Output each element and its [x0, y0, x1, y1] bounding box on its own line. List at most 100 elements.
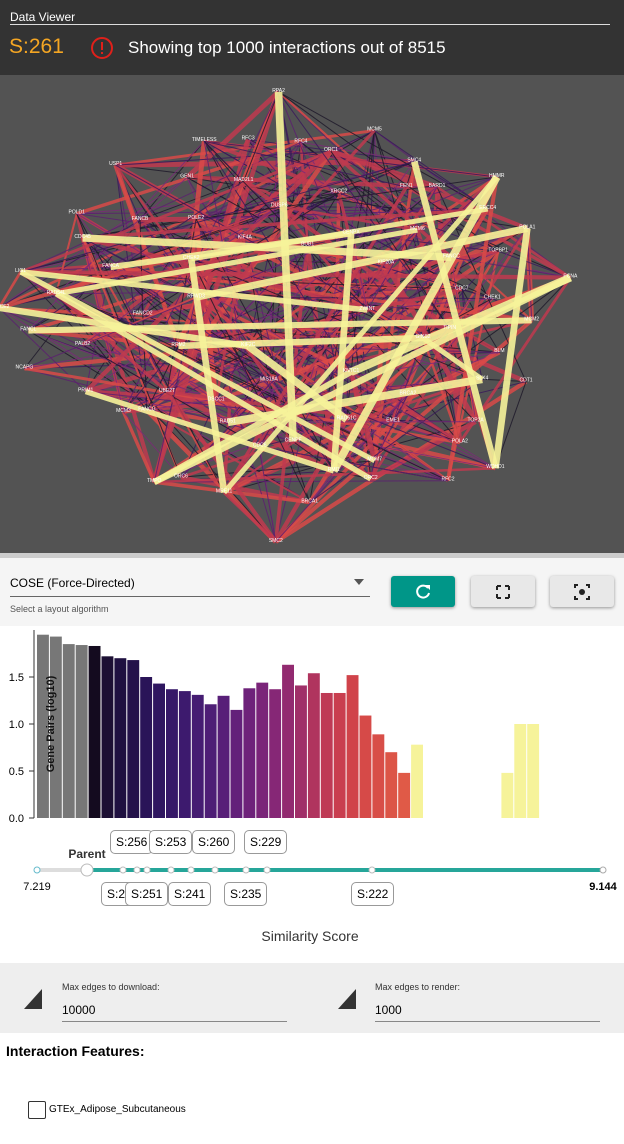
edge: [274, 318, 534, 544]
slider-dot: [143, 866, 151, 874]
slider-max: 9.144: [589, 881, 617, 893]
edge: [330, 233, 355, 472]
node-label: RAD54L: [47, 290, 66, 296]
center-button[interactable]: [550, 576, 614, 607]
bar: [307, 673, 320, 818]
edge: [178, 334, 424, 350]
fit-icon: [496, 585, 510, 599]
node-label: KIF20A: [378, 260, 395, 266]
refresh-button[interactable]: [391, 576, 455, 607]
node-label: FANCG: [138, 406, 155, 412]
node-label: FANCC: [443, 253, 460, 259]
node-label: TMPO: [147, 478, 162, 484]
node-label: FANCB: [132, 216, 149, 222]
fit-button[interactable]: [471, 576, 535, 607]
node-label: KIF4A: [238, 235, 253, 241]
node-label: PALB2: [75, 341, 90, 347]
bar: [269, 689, 282, 818]
node-label: RPA2: [272, 88, 285, 94]
node-label: MCM7: [367, 457, 382, 463]
score-tag[interactable]: S:241: [168, 882, 212, 906]
node-label: FEN1: [400, 183, 413, 189]
edge: [110, 205, 280, 268]
controls: COSE (Force-Directed) Select a layout al…: [0, 558, 624, 626]
bar: [411, 744, 423, 818]
bar: [217, 695, 230, 818]
bar: [140, 677, 153, 818]
node-label: MCM5: [367, 127, 382, 133]
histogram: 0.0 0.5 1.0 1.5 Gene Pairs (log10) Similarity…: [9, 630, 618, 944]
score-tag[interactable]: S:256: [110, 830, 154, 854]
bar: [295, 685, 307, 818]
layout-select[interactable]: COSE (Force-Directed): [10, 576, 370, 597]
node-label: USP1: [109, 161, 122, 167]
message: Showing top 1000 interactions out of 851…: [128, 38, 446, 57]
edge: [24, 176, 497, 369]
bar: [153, 683, 165, 818]
y-tick-label: 1.5: [9, 672, 24, 684]
edge: [214, 238, 247, 401]
edge: [188, 140, 207, 260]
bar: [243, 688, 256, 818]
edge: [121, 411, 156, 483]
edge: [177, 129, 376, 347]
node-label: BLM: [494, 348, 504, 354]
node-label: MAD2L1: [234, 177, 254, 183]
edge: [76, 213, 225, 493]
render-input[interactable]: 1000: [375, 1003, 600, 1022]
node-label: BARD1: [429, 183, 446, 189]
bar: [191, 694, 204, 818]
y-tick-label: 1.0: [9, 719, 24, 731]
node-label: BUB1: [301, 242, 314, 248]
edge: [123, 411, 182, 478]
score-tag[interactable]: S:229: [244, 830, 288, 854]
node-label: PCNA: [563, 274, 578, 280]
score-tag[interactable]: S:260: [192, 830, 236, 854]
y-tick-label: 0.0: [9, 813, 24, 825]
edge: [152, 91, 281, 483]
node-label: TIPIN: [443, 325, 456, 331]
node-label: RFC2: [441, 477, 454, 483]
checkbox[interactable]: [28, 1101, 46, 1119]
score-tag[interactable]: S:235: [224, 882, 268, 906]
bar: [37, 634, 49, 818]
refresh-icon: [416, 584, 430, 599]
edge: [243, 91, 280, 182]
edge: [0, 307, 424, 340]
node-label: DSCC1: [208, 397, 225, 403]
bar: [256, 682, 269, 818]
edge: [0, 271, 22, 309]
slider-handle: [80, 863, 94, 877]
score-tag[interactable]: S:253: [149, 830, 193, 854]
download-input[interactable]: 10000: [62, 1003, 287, 1022]
network[interactable]: ZWINT KIF2C BUB1 KNTC1 RFWD3 KIF20A MIS18A KIF4…: [0, 75, 624, 555]
render-label: Max edges to render:: [375, 982, 461, 992]
bar: [127, 660, 140, 818]
edge: [115, 150, 331, 166]
bar: [49, 636, 62, 818]
node-label: TIMELESS: [192, 137, 217, 143]
node-label: MCM6: [410, 226, 425, 232]
slider-icon: [338, 989, 356, 1009]
node-label: KNTC1: [343, 368, 360, 374]
node-label: NCAPG: [16, 364, 34, 370]
node-label: SMC4: [407, 157, 421, 163]
bar: [372, 734, 385, 818]
feature-label: GTEx_Adipose_Subcutaneous: [49, 1104, 186, 1115]
edge: [76, 213, 245, 240]
edge: [278, 91, 488, 210]
edge: [76, 213, 182, 478]
bar: [62, 644, 75, 818]
node-label: FANCD2: [133, 310, 153, 316]
edge: [350, 233, 368, 311]
edge: [190, 258, 311, 503]
y-tick-label: 0.5: [9, 766, 24, 778]
node-label: ORC6: [174, 473, 188, 479]
edge: [166, 390, 394, 424]
node-label: CENPF: [285, 438, 302, 444]
score-tag[interactable]: S:251: [125, 882, 169, 906]
edge: [55, 293, 496, 469]
node-label: TOPBP1: [488, 248, 508, 254]
score-tag[interactable]: S:222: [351, 882, 395, 906]
edge: [277, 91, 533, 322]
